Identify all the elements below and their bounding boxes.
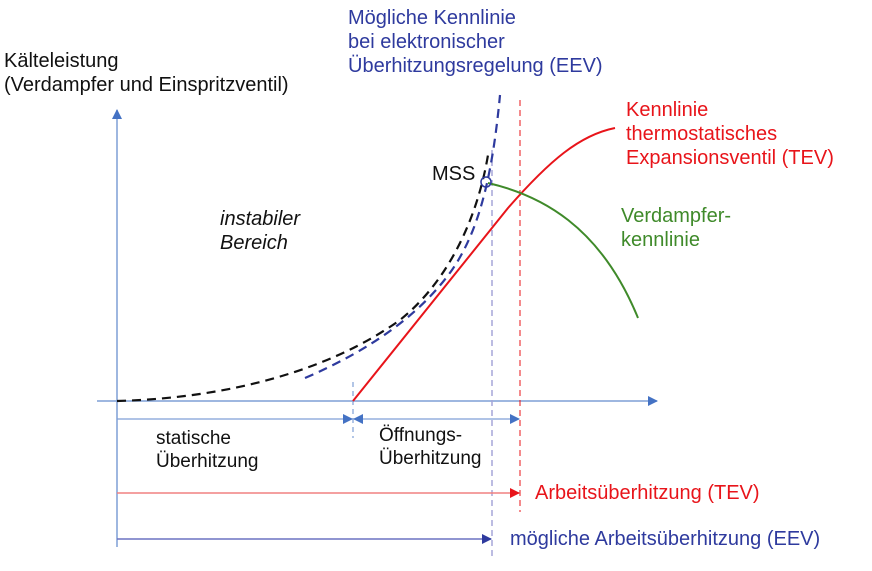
- unstable-region-label: instabiler Bereich: [220, 207, 300, 255]
- evaporator-curve-label: Verdampfer- kennlinie: [621, 204, 731, 252]
- static-superheat-label-line1: statische: [156, 428, 231, 449]
- eev-curve-label-line3: Überhitzungsregelung (EEV): [348, 55, 603, 77]
- y-axis-label-line2: (Verdampfer und Einspritzventil): [4, 74, 289, 96]
- y-axis-label-line1: Kälteleistung: [4, 50, 119, 72]
- eev-curve-label: Mögliche Kennlinie bei elektronischer Üb…: [348, 6, 603, 78]
- tev-curve-label-line2: thermostatisches: [626, 123, 778, 145]
- evaporator-characteristic-curve: [487, 182, 639, 319]
- mss-label: MSS: [432, 163, 476, 185]
- opening-superheat-label-line1: Öffnungs-: [379, 425, 463, 446]
- static-superheat-label-line2: Überhitzung: [156, 450, 259, 472]
- evaporator-curve-label-line2: kennlinie: [621, 229, 700, 251]
- y-axis-label: Kälteleistung (Verdampfer und Einspritzv…: [4, 49, 289, 97]
- eev-characteristic-curve: [304, 94, 502, 380]
- tev-curve-label: Kennlinie thermostatisches Expansionsven…: [626, 98, 834, 170]
- opening-superheat-label: Öffnungs- Überhitzung: [379, 425, 481, 471]
- opening-superheat-label-line2: Überhitzung: [379, 447, 482, 469]
- eev-curve-label-line1: Mögliche Kennlinie: [348, 7, 516, 29]
- tev-characteristic-curve: [352, 127, 616, 402]
- static-superheat-label: statische Überhitzung: [156, 428, 258, 474]
- mss-point-marker: [480, 176, 492, 188]
- tev-curve-label-line3: Expansionsventil (TEV): [626, 147, 834, 169]
- eev-curve-label-line2: bei elektronischer: [348, 31, 505, 53]
- working-superheat-eev-label: mögliche Arbeitsüberhitzung (EEV): [510, 528, 821, 550]
- unstable-region-label-line1: instabiler: [220, 208, 301, 230]
- mss-boundary-curve: [116, 154, 490, 403]
- evaporator-curve-label-line1: Verdampfer-: [621, 205, 732, 227]
- unstable-region-label-line2: Bereich: [220, 232, 288, 254]
- tev-curve-label-line1: Kennlinie: [626, 99, 709, 121]
- working-superheat-tev-label: Arbeitsüberhitzung (TEV): [535, 482, 760, 504]
